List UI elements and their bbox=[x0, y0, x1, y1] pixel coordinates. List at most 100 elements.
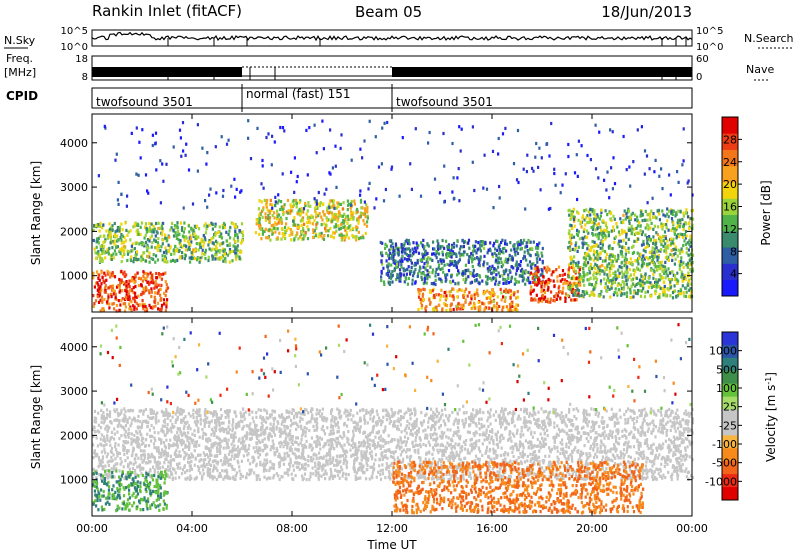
power-cell bbox=[342, 225, 345, 229]
power-cell bbox=[261, 232, 264, 236]
power-cell bbox=[126, 233, 129, 237]
power-cell bbox=[104, 238, 107, 242]
power-cell bbox=[92, 276, 95, 280]
power-cell bbox=[600, 233, 603, 237]
power-sparse-cell bbox=[154, 131, 158, 135]
power-cell bbox=[225, 230, 228, 234]
power-sparse-cell bbox=[135, 126, 138, 130]
power-cell bbox=[677, 279, 680, 283]
power-cell bbox=[670, 248, 673, 252]
power-cell bbox=[102, 223, 105, 227]
power-cell bbox=[426, 269, 429, 273]
power-cell bbox=[680, 262, 683, 266]
power-cell bbox=[570, 213, 573, 217]
power-sparse-cell bbox=[361, 156, 364, 160]
power-cell bbox=[232, 244, 235, 248]
velocity-cell bbox=[286, 444, 289, 448]
velocity-cell bbox=[150, 408, 153, 412]
power-cell bbox=[472, 271, 475, 275]
power-cell bbox=[395, 263, 399, 267]
power-cell bbox=[522, 257, 525, 261]
power-cell bbox=[650, 221, 653, 225]
velocity-cell bbox=[428, 416, 431, 420]
power-cell bbox=[549, 297, 552, 301]
power-cell bbox=[596, 270, 599, 274]
power-cell bbox=[349, 212, 353, 216]
power-cell bbox=[587, 220, 590, 225]
power-cell bbox=[622, 220, 625, 225]
power-cell bbox=[439, 294, 442, 298]
power-cell bbox=[555, 297, 558, 301]
power-cell bbox=[683, 276, 686, 280]
power-sparse-cell bbox=[162, 179, 165, 183]
power-cell bbox=[658, 267, 661, 271]
power-cell bbox=[679, 221, 682, 225]
power-cell bbox=[114, 235, 117, 239]
power-cell bbox=[629, 291, 632, 295]
velocity-cell bbox=[272, 442, 275, 446]
velocity-cell bbox=[131, 466, 135, 471]
power-cell bbox=[492, 244, 495, 248]
power-cell bbox=[362, 219, 365, 223]
power-cell bbox=[98, 291, 102, 295]
power-cell bbox=[236, 254, 239, 258]
power-cell bbox=[123, 270, 126, 274]
power-cell bbox=[590, 267, 594, 271]
power-sparse-cell bbox=[498, 184, 501, 189]
power-sparse-cell bbox=[334, 164, 337, 168]
power-cell bbox=[156, 301, 160, 305]
power-cell bbox=[184, 254, 187, 258]
power-cell bbox=[682, 223, 685, 227]
power-cell bbox=[452, 307, 455, 312]
power-cell bbox=[689, 287, 692, 291]
power-cell bbox=[579, 265, 582, 270]
power-cell bbox=[588, 294, 591, 298]
power-cell bbox=[627, 250, 630, 254]
velocity-cell bbox=[590, 407, 593, 411]
power-cell bbox=[457, 301, 460, 306]
velocity-cell bbox=[646, 413, 649, 417]
power-cell bbox=[650, 249, 653, 253]
power-cell bbox=[669, 282, 672, 286]
power-cell bbox=[675, 295, 678, 299]
power-cell bbox=[635, 226, 638, 230]
power-cell bbox=[337, 202, 341, 206]
power-sparse-cell bbox=[522, 167, 525, 171]
power-cell bbox=[322, 210, 325, 214]
power-cell bbox=[319, 201, 322, 205]
power-cell bbox=[109, 275, 112, 279]
velocity-cell bbox=[140, 457, 143, 461]
power-sparse-cell bbox=[398, 194, 401, 198]
power-cell bbox=[95, 245, 98, 249]
power-cell bbox=[582, 270, 585, 274]
power-cell bbox=[410, 265, 413, 269]
power-cell bbox=[121, 234, 125, 238]
velocity-cell bbox=[419, 456, 422, 460]
power-cell bbox=[469, 301, 472, 305]
power-cell bbox=[546, 297, 549, 301]
velocity-cell bbox=[417, 456, 421, 460]
power-cell bbox=[575, 282, 578, 286]
power-cell bbox=[286, 211, 289, 215]
power-cell bbox=[425, 305, 428, 309]
power-cell bbox=[389, 244, 393, 248]
power-cell bbox=[575, 293, 578, 297]
power-cell bbox=[593, 271, 596, 275]
velocity-cell bbox=[388, 471, 391, 476]
power-cell bbox=[401, 255, 404, 259]
power-cell bbox=[389, 251, 392, 255]
power-cell bbox=[194, 256, 197, 261]
power-cell bbox=[467, 238, 471, 242]
power-cell bbox=[591, 292, 594, 296]
power-cell bbox=[612, 293, 615, 297]
power-cell bbox=[311, 215, 314, 219]
power-cell bbox=[265, 205, 268, 209]
power-cell bbox=[685, 246, 688, 251]
power-cell bbox=[596, 249, 599, 254]
power-cell bbox=[93, 285, 96, 289]
power-sparse-cell bbox=[504, 126, 507, 130]
power-cell bbox=[316, 221, 319, 225]
power-cell bbox=[160, 273, 163, 277]
power-cell bbox=[673, 278, 676, 282]
power-cell bbox=[190, 256, 193, 260]
